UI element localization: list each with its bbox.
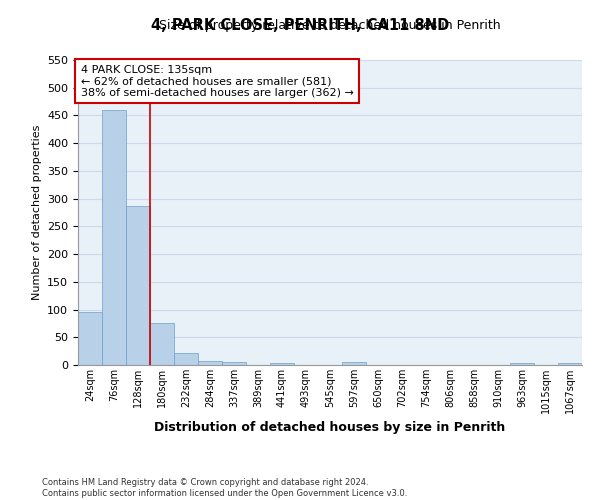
Bar <box>558 363 582 365</box>
Bar <box>342 362 366 365</box>
Bar <box>198 360 222 365</box>
Text: Contains HM Land Registry data © Crown copyright and database right 2024.
Contai: Contains HM Land Registry data © Crown c… <box>42 478 407 498</box>
Bar <box>102 110 126 365</box>
Bar <box>510 363 534 365</box>
Text: 4, PARK CLOSE, PENRITH, CA11 8ND: 4, PARK CLOSE, PENRITH, CA11 8ND <box>151 18 449 32</box>
X-axis label: Distribution of detached houses by size in Penrith: Distribution of detached houses by size … <box>154 422 506 434</box>
Title: Size of property relative to detached houses in Penrith: Size of property relative to detached ho… <box>159 20 501 32</box>
Text: 4 PARK CLOSE: 135sqm
← 62% of detached houses are smaller (581)
38% of semi-deta: 4 PARK CLOSE: 135sqm ← 62% of detached h… <box>80 64 353 98</box>
Bar <box>126 206 150 365</box>
Bar <box>222 362 246 365</box>
Bar <box>150 323 174 365</box>
Bar <box>78 312 102 365</box>
Bar <box>174 353 198 365</box>
Bar <box>270 363 294 365</box>
Y-axis label: Number of detached properties: Number of detached properties <box>32 125 41 300</box>
